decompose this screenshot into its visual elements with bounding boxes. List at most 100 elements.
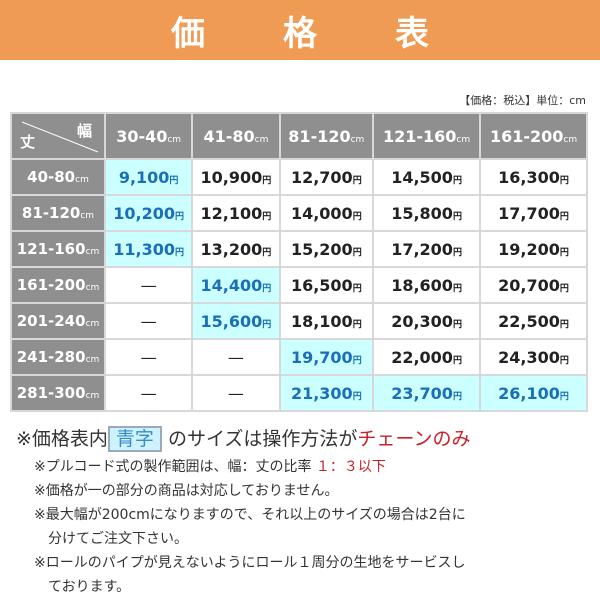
note-1: ※プルコード式の製作範囲は、幅：丈の比率 １：３以下 — [34, 459, 386, 475]
table-row: 40-80cm 9,100円 10,900円 12,700円 14,500円 16,300… — [10, 158, 588, 196]
unit-small: cm — [350, 134, 365, 145]
price-cell: 24,300円 — [479, 338, 588, 376]
price-cell: 22,500円 — [479, 302, 588, 340]
row-header: 40-80cm — [10, 158, 106, 196]
yen-label: 円 — [452, 247, 462, 258]
row-label: 121-160 — [16, 240, 86, 258]
yen-label: 円 — [352, 247, 362, 258]
note-3-cont: 分けてご注文下さい。 — [48, 531, 188, 547]
row-label: 40-80 — [27, 168, 76, 186]
corner-cell: 丈 幅 — [10, 112, 106, 160]
note-3: ※最大幅が200cmになりますので、それ以上のサイズの場合は2台に — [34, 507, 466, 523]
yen-label: 円 — [559, 211, 569, 222]
unit-small: cm — [75, 175, 89, 185]
price-value: 16,300 — [498, 167, 560, 187]
unavailable-dash: — — [140, 311, 157, 331]
note-2: ※価格が一の部分の商品は対応しておりません。 — [34, 483, 339, 499]
unavailable-dash: — — [140, 383, 157, 403]
yen-label: 円 — [262, 211, 272, 222]
yen-label: 円 — [175, 211, 185, 222]
price-cell: — — [103, 338, 194, 376]
price-value: 21,300 — [290, 383, 353, 403]
price-value: 23,700 — [391, 383, 453, 403]
price-cell: — — [103, 266, 194, 304]
table-row: 161-200cm —14,400円 16,500円 18,600円 20,700円 — [10, 266, 588, 304]
yen-label: 円 — [452, 319, 462, 330]
price-value: 15,800 — [391, 203, 453, 223]
page-title: 価 格 表 — [171, 13, 451, 54]
yen-label: 円 — [352, 283, 362, 294]
yen-label: 円 — [559, 355, 569, 366]
price-value: 17,700 — [498, 203, 560, 223]
yen-label: 円 — [559, 319, 569, 330]
note-4-cont: ております。 — [48, 579, 131, 595]
price-cell: 10,900円 — [191, 158, 281, 196]
price-cell: — — [191, 338, 281, 376]
unit-small: cm — [80, 211, 95, 221]
column-header: 121-160cm — [372, 112, 482, 160]
price-value: 19,200 — [498, 239, 560, 259]
price-cell: 14,000円 — [278, 194, 375, 232]
price-cell: 10,200円 — [103, 194, 194, 232]
price-cell: 16,500円 — [278, 266, 375, 304]
price-value: 26,100 — [498, 383, 560, 403]
price-value: 10,200 — [113, 203, 175, 223]
price-value: 14,400 — [200, 275, 263, 295]
price-cell: 21,300円 — [278, 374, 375, 412]
price-cell: — — [103, 302, 194, 340]
unavailable-dash: — — [140, 275, 157, 295]
price-value: 12,700 — [290, 167, 353, 187]
unit-small: cm — [254, 134, 269, 145]
table-row: 241-280cm — —19,700円 22,000円 24,300円 — [10, 338, 588, 376]
price-value: 12,100 — [200, 203, 263, 223]
column-label: 161-200 — [489, 126, 564, 146]
price-cell: 20,700円 — [479, 266, 588, 304]
yen-label: 円 — [262, 247, 272, 258]
price-value: 10,900 — [200, 167, 263, 187]
yen-label: 円 — [175, 247, 185, 258]
table-row: 281-300cm — —21,300円 23,700円 26,100円 — [10, 374, 588, 412]
row-header: 201-240cm — [10, 302, 106, 340]
price-cell: 11,300円 — [103, 230, 194, 268]
unit-small: cm — [456, 134, 471, 145]
price-cell: 9,100円 — [103, 158, 194, 196]
yen-label: 円 — [452, 355, 462, 366]
row-label: 81-120 — [21, 204, 81, 222]
note-main: ※価格表内 青字 のサイズは操作方法がチェーンのみ — [16, 426, 471, 452]
unit-small: cm — [85, 247, 100, 257]
height-label: 丈 — [20, 133, 36, 151]
yen-label: 円 — [169, 175, 179, 186]
price-cell: 13,200円 — [191, 230, 281, 268]
header-row: 丈 幅 30-40cm 41-80cm 81-120cm 121-160cm 161-2… — [10, 112, 588, 160]
price-cell: — — [191, 374, 281, 412]
unit-small: cm — [167, 134, 182, 145]
column-label: 30-40 — [116, 126, 168, 146]
blue-text-sample: 青字 — [107, 426, 162, 452]
price-cell: 19,700円 — [278, 338, 375, 376]
price-table: 丈 幅 30-40cm 41-80cm 81-120cm 121-160cm 161-2… — [10, 112, 588, 412]
width-label: 幅 — [76, 122, 92, 140]
yen-label: 円 — [559, 283, 569, 294]
unit-note: 【価格：税込】単位：cm — [459, 94, 586, 107]
unit-small: cm — [85, 391, 100, 401]
column-label: 81-120 — [288, 126, 351, 146]
table-row: 201-240cm —15,600円 18,100円 20,300円 22,500円 — [10, 302, 588, 340]
price-value: 15,200 — [290, 239, 353, 259]
column-header: 41-80cm — [191, 112, 281, 160]
unit-small: cm — [563, 134, 578, 145]
row-label: 161-200 — [16, 276, 86, 294]
price-cell: 22,000円 — [372, 338, 482, 376]
notes: ※価格表内 青字 のサイズは操作方法がチェーンのみ ※プルコード式の製作範囲は、幅… — [16, 424, 470, 599]
yen-label: 円 — [559, 175, 569, 186]
title-banner: 価 格 表 — [0, 0, 600, 60]
price-cell: — — [103, 374, 194, 412]
price-value: 20,300 — [391, 311, 453, 331]
yen-label: 円 — [452, 175, 462, 186]
yen-label: 円 — [452, 391, 462, 402]
price-value: 11,300 — [113, 239, 175, 259]
yen-label: 円 — [452, 283, 462, 294]
price-value: 18,600 — [391, 275, 453, 295]
price-value: 19,700 — [290, 347, 353, 367]
unit-small: cm — [85, 283, 100, 293]
row-header: 81-120cm — [10, 194, 106, 232]
